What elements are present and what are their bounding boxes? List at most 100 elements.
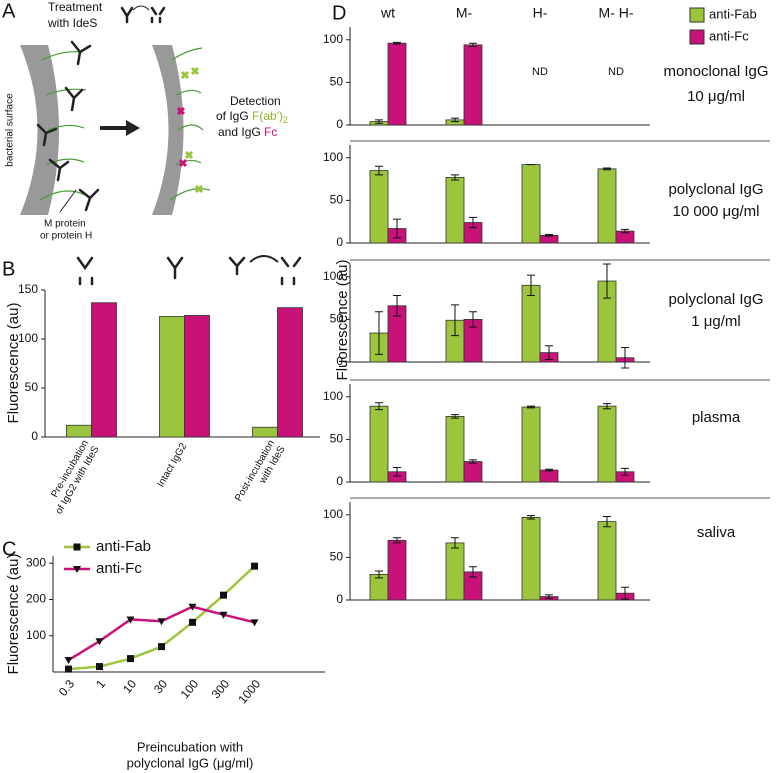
y-tick-label: 0: [336, 354, 343, 368]
bar: [463, 44, 483, 126]
x-tick-label: H-: [533, 5, 548, 21]
diagram-text: and IgG: [218, 125, 264, 139]
bar: [445, 415, 465, 483]
legend-swatch: [689, 29, 705, 45]
error-bar: [469, 216, 477, 229]
error-bar: [469, 42, 477, 48]
annotation: polyclonal IgG: [668, 291, 763, 308]
icon: [249, 255, 279, 263]
marker: [65, 665, 72, 673]
x-tick-label: Intact IgG2: [155, 441, 189, 489]
annotation: plasma: [692, 409, 741, 426]
marker: [96, 663, 103, 671]
error-bar: [375, 311, 383, 355]
error-bar: [603, 167, 611, 171]
error-bar: [375, 570, 383, 579]
y-tick-label: 100: [323, 150, 343, 164]
marker: [189, 618, 196, 626]
y-tick-label: 100: [18, 331, 38, 345]
annotation: 10 000 μg/ml: [672, 203, 759, 220]
marker: [188, 603, 197, 611]
error-bar: [527, 405, 535, 409]
error-bar: [451, 537, 459, 549]
x-tick-label: 0.3: [56, 677, 78, 699]
bar: [539, 469, 559, 483]
x-axis-label: polyclonal IgG (μg/ml): [127, 755, 254, 770]
y-tick-label: 50: [330, 193, 344, 207]
error-bar: [375, 402, 383, 411]
diagram-text: F(ab'): [252, 109, 283, 123]
marker: [127, 655, 134, 663]
annotation: saliva: [697, 524, 736, 541]
surface: [20, 45, 59, 215]
icon: [76, 256, 302, 286]
y-tick-label: 50: [330, 75, 344, 89]
diagram-text: of IgG: [216, 109, 252, 123]
y-tick-label: 100: [323, 269, 343, 283]
error-bar: [393, 218, 401, 239]
marker: [251, 562, 258, 570]
bar: [445, 542, 465, 601]
y-tick-label: 100: [323, 507, 343, 521]
diagram-text: 2: [283, 115, 288, 125]
bar: [369, 405, 389, 483]
y-tick-label: 300: [26, 555, 46, 569]
bar: [597, 405, 617, 483]
x-tick-label: wt: [380, 5, 395, 21]
error-bar: [545, 468, 553, 472]
error-bar: [545, 233, 553, 237]
diagram-text: of IgG F(ab')2: [216, 109, 288, 125]
error-bar: [603, 403, 611, 410]
diagram-text: bacterial surface: [5, 93, 16, 167]
x-axis-label: Preincubation with: [137, 739, 243, 754]
y-tick-label: 100: [323, 32, 343, 46]
y-tick-label: 50: [330, 312, 344, 326]
y-tick-label: 0: [336, 117, 343, 131]
marker: [158, 643, 165, 651]
diagram-text: and IgG Fc: [218, 125, 277, 139]
bar: [91, 302, 117, 438]
line: [67, 605, 255, 662]
na-label: ND: [532, 66, 548, 78]
na-label: ND: [608, 66, 624, 78]
x-tick-label: 30: [151, 677, 171, 696]
marker: [219, 611, 228, 619]
y-tick-label: 0: [336, 474, 343, 488]
bar: [66, 424, 92, 438]
antibody: [36, 40, 100, 212]
fc-fragment: [176, 106, 188, 168]
marker: [126, 616, 135, 624]
bar: [277, 307, 303, 438]
legend-label: anti-Fab: [709, 6, 757, 21]
pointer: [59, 189, 77, 213]
marker: [64, 657, 73, 665]
error-bar: [393, 537, 401, 544]
y-tick-label: 200: [26, 592, 46, 606]
y-tick-label: 0: [336, 235, 343, 249]
y-tick-label: 100: [323, 389, 343, 403]
y-tick-label: 50: [330, 550, 344, 564]
diagram-text: or protein H: [40, 231, 92, 242]
diagram-text: with IdeS: [47, 16, 97, 30]
error-bar: [451, 174, 459, 181]
panel-label: C: [2, 538, 16, 560]
bar: [597, 521, 617, 601]
x-tick-label: 1: [93, 677, 108, 691]
x-tick-label-group: Intact IgG2: [155, 441, 189, 489]
panel-label: B: [2, 258, 15, 280]
bar: [387, 539, 407, 601]
marker: [95, 638, 104, 646]
bar: [521, 406, 541, 483]
error-bar: [621, 467, 629, 476]
line: [68, 565, 256, 671]
y-tick-label: 50: [330, 432, 344, 446]
error-bar: [621, 586, 629, 600]
annotation: 1 μg/ml: [691, 313, 741, 330]
diagram: Treatment with IdeS bacterial surface De…: [5, 0, 302, 286]
annotation: 10 μg/ml: [687, 88, 745, 105]
bar: [445, 176, 465, 244]
error-bar: [527, 515, 535, 520]
marker: [157, 618, 166, 626]
